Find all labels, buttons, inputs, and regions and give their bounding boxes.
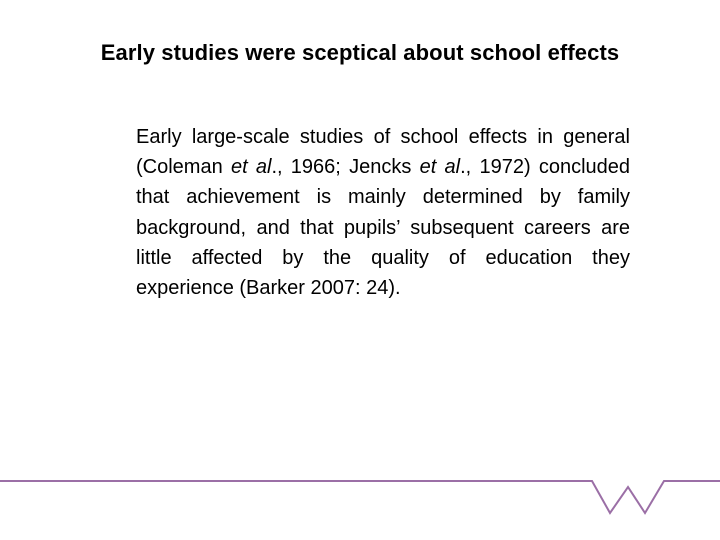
body-text-segment: Early large-scale studies of school effe…	[136, 126, 630, 179]
body-text-segment: ., 1966; Jencks	[271, 156, 420, 179]
slide-body-text: Early large-scale studies of school effe…	[136, 122, 630, 303]
slide-title: Early studies were sceptical about schoo…	[100, 40, 620, 65]
body-text-segment: ., 1972) concluded that achievement is m…	[136, 156, 631, 300]
footer-w-logo-icon	[0, 480, 720, 515]
body-text-italic: et al	[230, 156, 272, 179]
footer-line	[0, 480, 720, 515]
body-text-italic: et al	[419, 156, 461, 179]
